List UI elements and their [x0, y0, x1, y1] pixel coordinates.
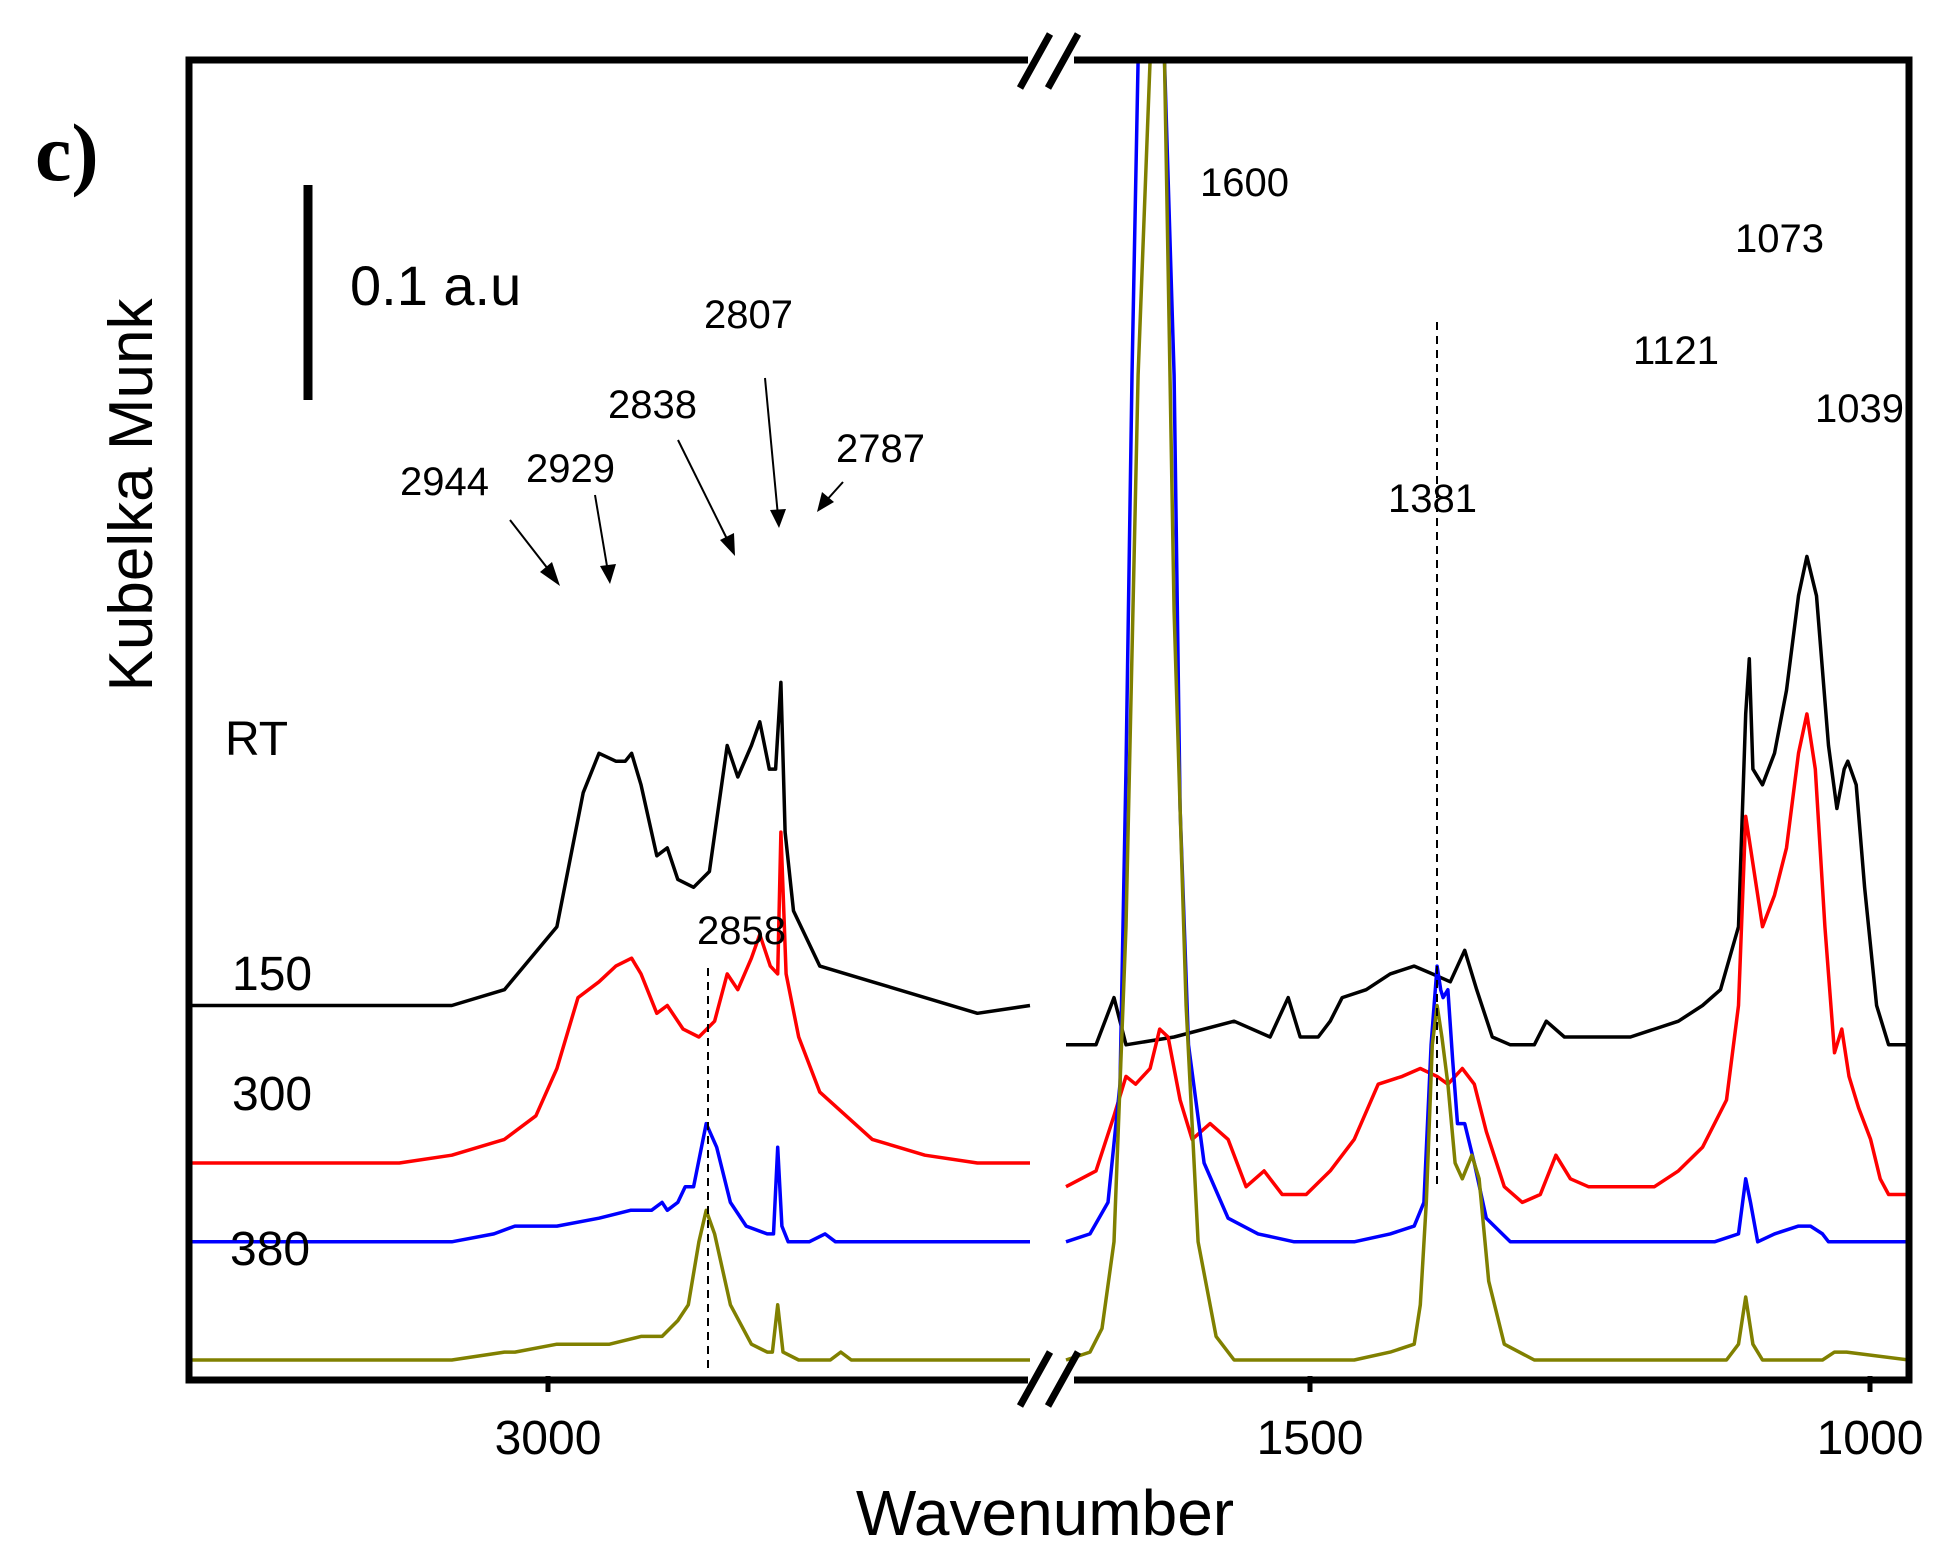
- arrow-2807: [764, 377, 779, 517]
- series-label-300: 300: [232, 1068, 312, 1121]
- series-300-left-line: [189, 1121, 1030, 1244]
- series-380-right-line: [1065, 62, 1909, 1362]
- arrowhead-2807: [770, 509, 786, 528]
- arrow-2929: [594, 494, 609, 573]
- x-tick-label-1000: 1000: [1817, 1412, 1924, 1465]
- annotation-1039: 1039: [1815, 387, 1904, 431]
- annotation-2944: 2944: [400, 460, 489, 504]
- annotation-2858: 2858: [697, 909, 786, 953]
- x-axis-label: Wavenumber: [856, 1477, 1234, 1549]
- axis-break-mark-bottom: [1016, 1350, 1082, 1408]
- arrowhead-2787: [817, 492, 834, 512]
- annotation-2807: 2807: [704, 293, 793, 337]
- series-150-left-line: [189, 830, 1030, 1165]
- series-380-left-line: [189, 1208, 1030, 1362]
- annotation-1600: 1600: [1200, 161, 1289, 205]
- series-label-380: 380: [230, 1223, 310, 1276]
- annotation-2838: 2838: [608, 383, 697, 427]
- scale-bar-label: 0.1 a.u: [350, 254, 521, 317]
- series-label-rt: RT: [225, 713, 288, 766]
- arrow-2838: [677, 439, 731, 546]
- series-300-right-line: [1065, 62, 1909, 1244]
- series-label-150: 150: [232, 948, 312, 1001]
- annotation-2929: 2929: [526, 447, 615, 491]
- annotation-1121: 1121: [1633, 329, 1719, 373]
- panel-label: c): [35, 107, 99, 198]
- x-tick-label-3000: 3000: [495, 1412, 602, 1465]
- arrowhead-2838: [720, 533, 735, 556]
- y-axis-label: Kubelka Munk: [97, 298, 166, 692]
- arrowhead-2929: [600, 564, 616, 584]
- arrowhead-2944: [540, 562, 560, 586]
- annotation-arrows: [509, 377, 844, 586]
- series-layer: [189, 62, 1909, 1362]
- series-rt-right-line: [1066, 554, 1909, 1047]
- annotation-2787: 2787: [836, 427, 925, 471]
- series-rt-left-line: [189, 680, 1031, 1016]
- annotation-1073: 1073: [1735, 217, 1824, 261]
- axis-break-mark-top: [1016, 32, 1082, 90]
- annotation-1381: 1381: [1388, 477, 1477, 521]
- x-tick-label-1500: 1500: [1257, 1412, 1364, 1465]
